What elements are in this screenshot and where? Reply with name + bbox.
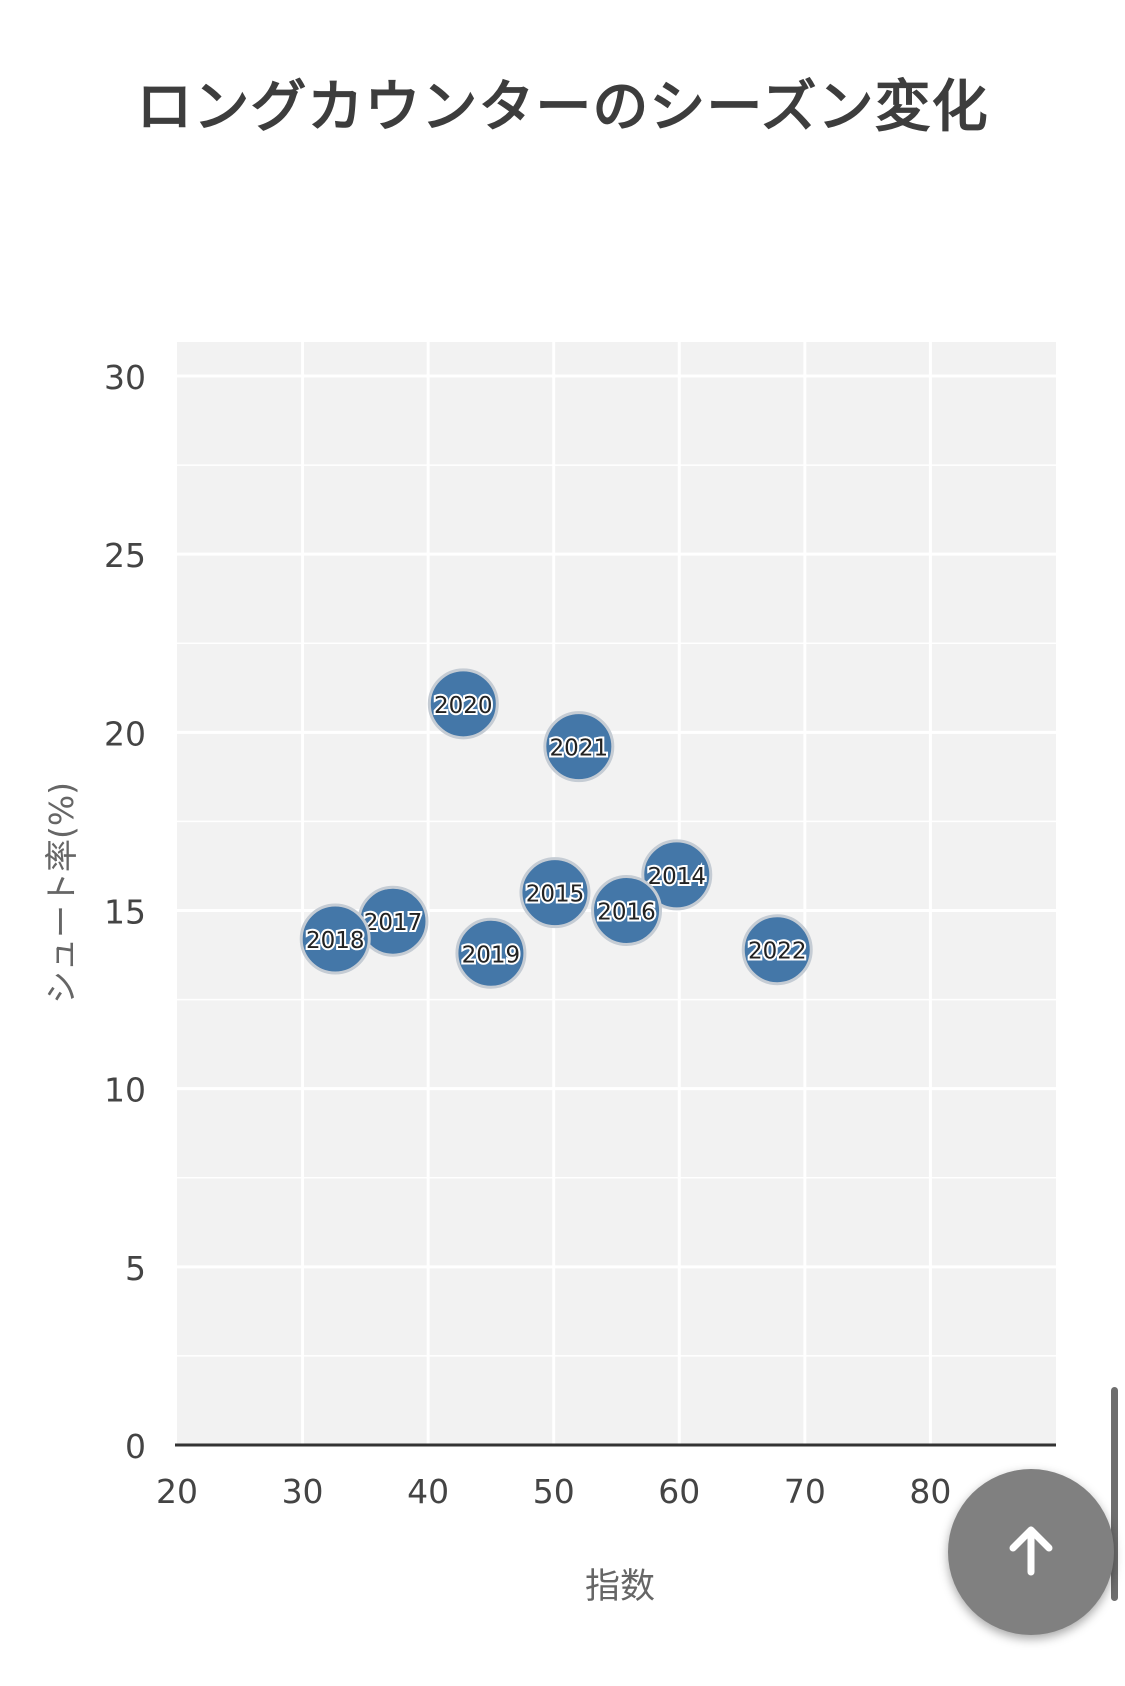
arrow-up-icon [1001,1520,1061,1584]
y-tick-label: 25 [104,536,146,575]
x-tick-label: 60 [658,1472,700,1511]
x-tick-label: 80 [909,1472,951,1511]
data-point-label: 2022 [748,939,807,965]
data-point-label: 2018 [306,928,365,954]
y-axis-label: シュート率(%) [42,782,81,1004]
y-tick-label: 15 [104,893,146,932]
scrollbar-thumb[interactable] [1111,1387,1118,1601]
data-point-label: 2020 [434,693,493,719]
x-tick-label: 70 [784,1472,826,1511]
y-tick-label: 10 [104,1071,146,1110]
y-tick-label: 20 [104,714,146,753]
data-point [641,839,713,911]
data-point [741,914,813,986]
y-tick-label: 5 [125,1249,146,1288]
x-tick-label: 30 [282,1472,324,1511]
data-point-label: 2014 [648,864,707,890]
y-tick-label: 30 [104,358,146,397]
x-tick-label: 40 [407,1472,449,1511]
data-point-label: 2019 [462,942,521,968]
data-point [591,875,663,946]
data-point [519,857,591,929]
data-point-label: 2017 [364,910,423,936]
x-axis-label: 指数 [585,1567,655,1607]
data-point [427,668,499,740]
data-point [543,711,615,783]
data-point-label: 2021 [550,736,609,762]
data-point [455,917,527,989]
x-tick-label: 20 [156,1472,198,1511]
y-tick-label: 0 [125,1427,146,1466]
scroll-to-top-button[interactable] [948,1469,1114,1635]
x-tick-label: 50 [533,1472,575,1511]
data-point-label: 2016 [597,900,656,926]
data-point-label: 2015 [526,882,585,908]
data-point [299,903,371,975]
chart-title: ロングカウンターのシーズン変化 [136,75,989,140]
